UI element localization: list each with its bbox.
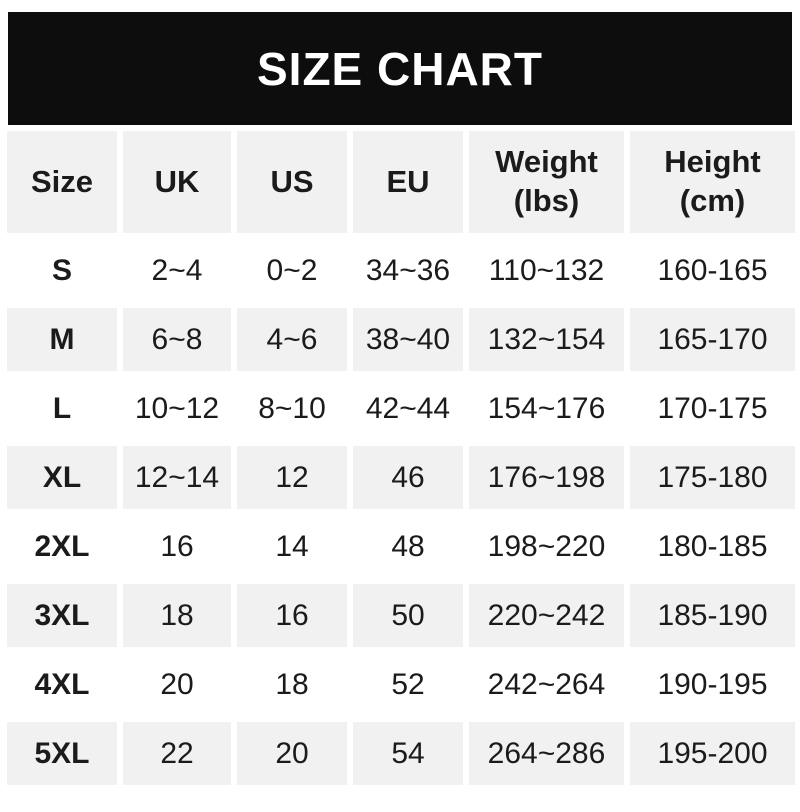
cell-weight: 176~198 [469, 446, 624, 509]
col-header-uk-label: UK [154, 163, 200, 199]
cell-us: 8~10 [237, 377, 347, 440]
cell-eu: 34~36 [353, 239, 463, 302]
cell-us: 12 [237, 446, 347, 509]
col-header-eu-label: EU [386, 163, 430, 199]
cell-size: L [7, 377, 117, 440]
cell-us: 4~6 [237, 308, 347, 371]
header-row: Size UK US EU Weight (lbs) Height (cm) [7, 131, 795, 233]
table-row-5xl: 5XL 22 20 54 264~286 195-200 [7, 722, 795, 785]
cell-height: 170-175 [630, 377, 795, 440]
cell-height: 160-165 [630, 239, 795, 302]
cell-height: 165-170 [630, 308, 795, 371]
table-row-4xl: 4XL 20 18 52 242~264 190-195 [7, 653, 795, 716]
col-header-height-unit: (cm) [679, 183, 746, 218]
col-header-weight: Weight (lbs) [469, 131, 624, 233]
col-header-uk: UK [123, 131, 231, 233]
cell-uk: 16 [123, 515, 231, 578]
cell-weight: 198~220 [469, 515, 624, 578]
table-row-3xl: 3XL 18 16 50 220~242 185-190 [7, 584, 795, 647]
cell-eu: 38~40 [353, 308, 463, 371]
cell-uk: 2~4 [123, 239, 231, 302]
cell-eu: 48 [353, 515, 463, 578]
cell-size: S [7, 239, 117, 302]
cell-eu: 54 [353, 722, 463, 785]
cell-us: 18 [237, 653, 347, 716]
cell-eu: 50 [353, 584, 463, 647]
cell-uk: 10~12 [123, 377, 231, 440]
col-header-size: Size [7, 131, 117, 233]
table-row-m: M 6~8 4~6 38~40 132~154 165-170 [7, 308, 795, 371]
cell-weight: 264~286 [469, 722, 624, 785]
page-title: SIZE CHART [257, 42, 543, 95]
cell-weight: 242~264 [469, 653, 624, 716]
cell-size: 2XL [7, 515, 117, 578]
col-header-height: Height (cm) [630, 131, 795, 233]
cell-eu: 52 [353, 653, 463, 716]
cell-us: 20 [237, 722, 347, 785]
cell-uk: 12~14 [123, 446, 231, 509]
cell-us: 14 [237, 515, 347, 578]
cell-size: XL [7, 446, 117, 509]
col-header-eu: EU [353, 131, 463, 233]
cell-eu: 42~44 [353, 377, 463, 440]
col-header-weight-unit: (lbs) [513, 183, 580, 218]
cell-height: 195-200 [630, 722, 795, 785]
cell-uk: 22 [123, 722, 231, 785]
col-header-us-label: US [270, 163, 314, 199]
cell-us: 0~2 [237, 239, 347, 302]
cell-uk: 20 [123, 653, 231, 716]
cell-weight: 110~132 [469, 239, 624, 302]
cell-uk: 6~8 [123, 308, 231, 371]
cell-height: 185-190 [630, 584, 795, 647]
col-header-us: US [237, 131, 347, 233]
cell-height: 175-180 [630, 446, 795, 509]
cell-weight: 132~154 [469, 308, 624, 371]
cell-weight: 154~176 [469, 377, 624, 440]
cell-size: 4XL [7, 653, 117, 716]
table-row-xl: XL 12~14 12 46 176~198 175-180 [7, 446, 795, 509]
table-row-l: L 10~12 8~10 42~44 154~176 170-175 [7, 377, 795, 440]
col-header-weight-label: Weight [495, 144, 598, 180]
cell-size: M [7, 308, 117, 371]
table-row-2xl: 2XL 16 14 48 198~220 180-185 [7, 515, 795, 578]
col-header-height-label: Height [664, 144, 761, 180]
cell-height: 180-185 [630, 515, 795, 578]
cell-uk: 18 [123, 584, 231, 647]
cell-size: 5XL [7, 722, 117, 785]
cell-us: 16 [237, 584, 347, 647]
cell-size: 3XL [7, 584, 117, 647]
cell-weight: 220~242 [469, 584, 624, 647]
cell-eu: 46 [353, 446, 463, 509]
cell-height: 190-195 [630, 653, 795, 716]
size-chart-banner: SIZE CHART [8, 12, 792, 125]
table-row-s: S 2~4 0~2 34~36 110~132 160-165 [7, 239, 795, 302]
size-chart-table: Size UK US EU Weight (lbs) Height (cm) S… [1, 125, 800, 791]
col-header-size-label: Size [30, 163, 94, 199]
